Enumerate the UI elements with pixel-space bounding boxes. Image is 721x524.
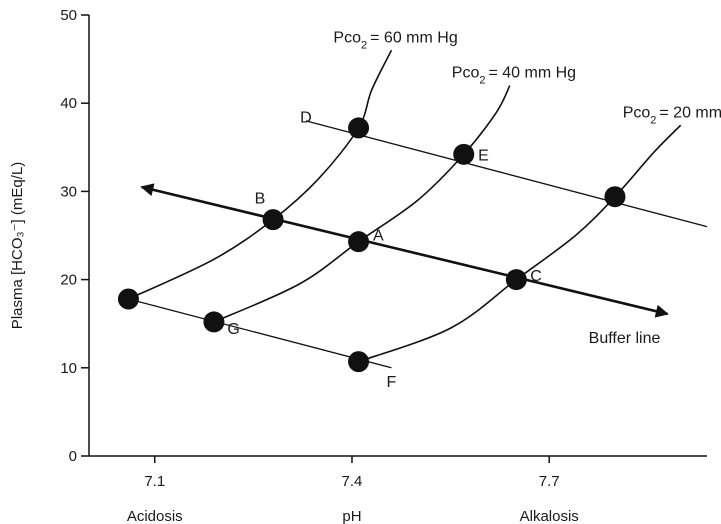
y-tick-label: 10 (60, 360, 77, 377)
data-point (604, 186, 626, 208)
point-label-c: C (530, 268, 542, 285)
isobar-curve-2 (358, 124, 682, 363)
y-tick-label: 30 (60, 183, 77, 200)
isobar-label-value: = 20 mm Hg (659, 104, 721, 121)
data-point-g (203, 311, 225, 333)
data-point-d (348, 117, 370, 139)
point-label-d: D (300, 109, 312, 126)
data-point-f (348, 351, 370, 373)
buffer-line (140, 183, 669, 318)
isobar-label-prefix: Pco (623, 104, 651, 121)
isobar-label-value: = 60 mm Hg (370, 29, 458, 46)
point-label-b: B (255, 191, 266, 208)
x-tick-label: 7.4 (342, 473, 363, 490)
point-label-f: F (387, 374, 397, 391)
point-label-a: A (373, 228, 384, 245)
x-side-label-right: Alkalosis (520, 508, 579, 524)
chart-lines (128, 49, 708, 369)
isobar-label-1: Pco2 = 40 mm Hg (452, 65, 576, 87)
isobar-label-prefix: Pco (452, 65, 480, 82)
isobar-label-2: Pco2= 20 mm Hg (623, 104, 721, 126)
point-label-e: E (478, 147, 489, 164)
data-point-c (505, 269, 527, 291)
x-axis-title: pH (342, 508, 361, 524)
x-tick-label: 7.7 (539, 473, 560, 490)
y-tick-label: 0 (69, 448, 77, 465)
x-tick-label: 7.1 (144, 473, 165, 490)
isobar-label-prefix: Pco (333, 29, 361, 46)
data-point-a (348, 231, 370, 253)
isobar-curve-0 (128, 49, 393, 300)
isobar-label-0: Pco2 = 60 mm Hg (333, 29, 457, 51)
isobar-label-subscript: 2 (479, 75, 485, 87)
straight-line-upper (305, 120, 708, 228)
data-point-b (262, 209, 284, 231)
isobar-label-subscript: 2 (650, 114, 656, 126)
y-tick-label: 40 (60, 95, 77, 112)
chart-points (117, 117, 626, 373)
isobar-label-subscript: 2 (361, 39, 367, 51)
x-side-label-left: Acidosis (127, 508, 183, 524)
y-tick-label: 20 (60, 272, 77, 289)
axes: 0 10 20 30 40 50 7.1 7.4 7.7 pH Acidosis Alkalosis P… (9, 7, 707, 524)
data-point (117, 288, 139, 310)
y-axis-title: Plasma [HCO₃⁻] (mEq/L) (9, 162, 26, 329)
y-tick-label: 50 (60, 7, 77, 24)
data-point-e (453, 143, 475, 165)
buffer-line-label: Buffer line (589, 330, 661, 347)
point-label-g: G (227, 321, 239, 338)
isobar-label-value: = 40 mm Hg (488, 65, 576, 82)
